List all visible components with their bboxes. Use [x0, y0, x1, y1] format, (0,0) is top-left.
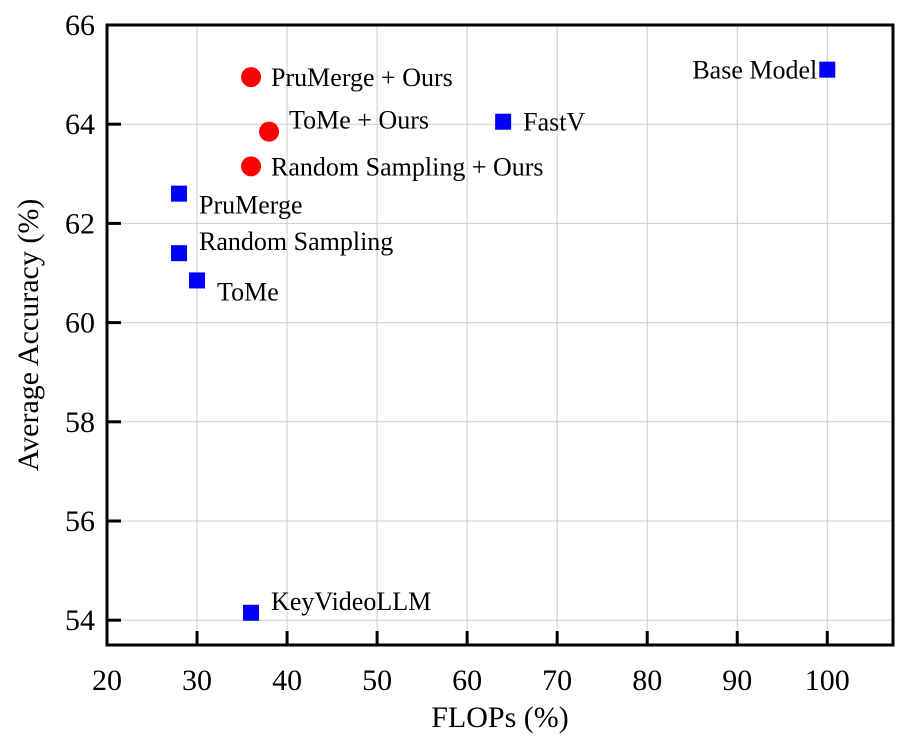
point-label: Random Sampling + Ours	[271, 152, 544, 181]
y-tick-label: 62	[65, 207, 95, 240]
point-label: ToMe	[217, 277, 279, 306]
x-tick-label: 20	[92, 664, 122, 697]
square-marker	[243, 604, 260, 621]
point-label: Base Model	[692, 56, 817, 85]
point-label: ToMe + Ours	[289, 106, 429, 135]
y-tick-label: 56	[65, 505, 95, 538]
circle-marker	[241, 67, 262, 88]
point-label: FastV	[523, 108, 585, 137]
tick-labels: 20 30 40 50 60 70 80 90 100 54 56 58 60 62 64 66	[65, 9, 850, 697]
square-marker	[171, 245, 188, 262]
x-tick-label: 50	[362, 664, 392, 697]
x-axis-label: FLOPs (%)	[431, 701, 569, 734]
x-tick-label: 40	[272, 664, 302, 697]
plot-frame	[105, 23, 895, 647]
y-tick-label: 58	[65, 406, 95, 439]
point-label: PruMerge + Ours	[271, 63, 453, 92]
point-label: KeyVideoLLM	[271, 587, 431, 616]
x-tick-label: 60	[452, 664, 482, 697]
point-label: Random Sampling	[199, 227, 393, 256]
square-marker	[495, 113, 512, 130]
square-marker	[171, 185, 188, 202]
y-tick-label: 66	[65, 9, 95, 42]
y-tick-label: 54	[65, 604, 95, 637]
y-tick-label: 64	[65, 108, 95, 141]
x-tick-label: 80	[632, 664, 662, 697]
circle-marker	[259, 121, 280, 142]
x-tick-label: 100	[805, 664, 850, 697]
y-axis-label: Average Accuracy (%)	[12, 199, 45, 472]
plot-border	[105, 23, 895, 647]
square-marker	[819, 61, 836, 78]
x-tick-label: 90	[722, 664, 752, 697]
x-tick-label: 30	[182, 664, 212, 697]
data-points: Base Model FastV PruMerge Random Sampling To…	[171, 56, 836, 621]
y-tick-label: 60	[65, 307, 95, 340]
point-label: PruMerge	[199, 191, 303, 220]
square-marker	[189, 272, 206, 289]
circle-marker	[241, 156, 262, 177]
x-tick-label: 70	[542, 664, 572, 697]
